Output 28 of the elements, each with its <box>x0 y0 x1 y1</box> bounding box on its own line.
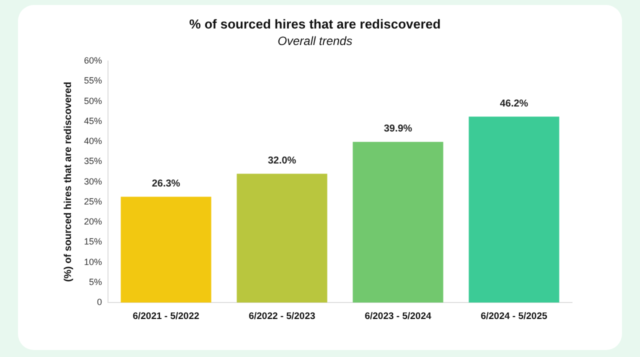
y-tick-label: 40% <box>84 136 102 146</box>
data-label: 39.9% <box>384 124 412 135</box>
y-tick-label: 55% <box>84 76 102 86</box>
y-axis-title: (%) of sourced hires that are rediscovered <box>62 82 74 282</box>
x-tick-label: 6/2023 - 5/2024 <box>364 310 432 322</box>
y-tick-label: 60% <box>84 55 102 66</box>
bar <box>352 142 444 303</box>
y-tick-label: 25% <box>84 196 102 206</box>
data-label: 26.3% <box>152 178 180 190</box>
bar <box>236 174 328 303</box>
y-tick-label: 50% <box>84 96 102 106</box>
x-tick-label: 6/2024 - 5/2025 <box>480 310 548 322</box>
y-tick-label: 45% <box>84 116 102 126</box>
y-tick-label: 15% <box>84 236 102 247</box>
bar <box>120 196 212 303</box>
y-tick-label: 20% <box>84 216 102 227</box>
y-tick-label: 5% <box>89 276 102 287</box>
y-tick-label: 35% <box>84 156 102 166</box>
bar <box>468 116 560 303</box>
chart-subtitle: Overall trends <box>278 34 352 48</box>
y-tick-label: 30% <box>84 176 102 186</box>
y-tick-label: 0 <box>97 297 102 308</box>
data-label: 46.2% <box>500 98 528 110</box>
chart-title: % of sourced hires that are rediscovered <box>189 16 441 32</box>
x-tick-label: 6/2021 - 5/2022 <box>132 310 200 322</box>
data-label: 32.0% <box>268 155 296 166</box>
x-tick-label: 6/2022 - 5/2023 <box>248 310 316 322</box>
y-tick-label: 10% <box>84 256 102 267</box>
